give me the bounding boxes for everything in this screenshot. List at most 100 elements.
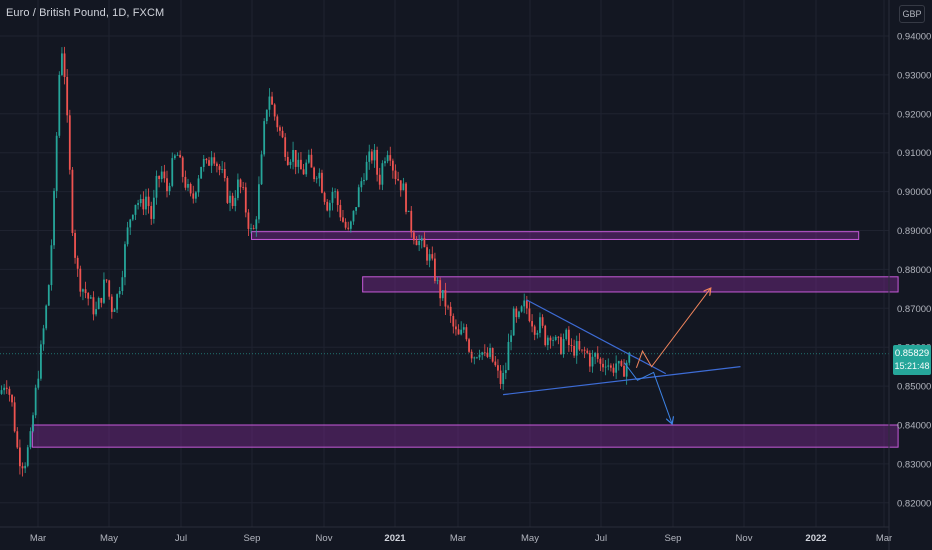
candle-body: [131, 214, 134, 220]
candle-body: [221, 169, 224, 170]
candle-body: [468, 339, 470, 352]
time-tick-label: 2021: [384, 533, 406, 544]
candle-body: [560, 337, 562, 355]
candle-body: [497, 365, 499, 371]
candle-body: [42, 328, 45, 345]
candle-body: [586, 350, 589, 353]
candle-body: [192, 193, 195, 199]
candle-body: [507, 341, 510, 371]
grid: [0, 0, 889, 527]
candle-body: [502, 372, 505, 384]
candle-body: [478, 354, 481, 358]
candle-body: [194, 192, 197, 199]
candle-body: [279, 127, 281, 131]
candle-body: [591, 356, 594, 367]
candle-body: [289, 161, 292, 165]
candle-body: [142, 198, 145, 210]
price-tick-label: 0.93000: [897, 70, 931, 81]
candle-body: [40, 344, 42, 379]
candle-body: [302, 169, 305, 175]
candle-body: [58, 74, 61, 136]
trendline[interactable]: [526, 299, 667, 375]
candle-body: [21, 466, 24, 469]
price-tick-label: 0.85000: [897, 382, 931, 393]
candle-body: [491, 348, 494, 362]
candle-body: [129, 219, 132, 228]
candle-body: [215, 163, 218, 167]
candle-body: [596, 353, 599, 359]
candle-body: [55, 135, 58, 191]
candle-body: [24, 465, 27, 469]
projection-arrow-up[interactable]: [635, 289, 710, 368]
time-tick-label: Sep: [244, 533, 261, 544]
candle-body: [95, 309, 97, 315]
candle-body: [152, 197, 155, 219]
last-price-value: 0.85829: [894, 348, 930, 359]
candle-body: [61, 53, 63, 75]
candle-body: [483, 352, 486, 354]
candle-body: [486, 352, 489, 357]
price-tick-label: 0.82000: [897, 498, 931, 509]
candle-body: [373, 149, 376, 161]
projection-arrow-down[interactable]: [623, 362, 671, 423]
candle-body: [258, 184, 260, 220]
candle-body: [3, 387, 6, 391]
candle-body: [518, 311, 520, 318]
candle-body: [34, 387, 37, 416]
candle-body: [163, 171, 166, 179]
candle-body: [79, 268, 82, 292]
candle-body: [452, 315, 455, 327]
candle-body: [231, 195, 234, 207]
time-axis[interactable]: Mar May Jul Sep Nov 2021 Mar May Jul Sep Nov 2022 Ma…: [0, 526, 892, 544]
candle-body: [210, 157, 213, 166]
candle-body: [465, 327, 468, 340]
time-tick-label: May: [521, 533, 539, 544]
candle-body: [376, 149, 379, 175]
candlesticks: [0, 46, 631, 477]
candle-body: [541, 317, 544, 326]
candle-body: [11, 394, 13, 403]
time-tick-label: Mar: [876, 533, 892, 544]
candle-body: [97, 298, 100, 310]
candle-body: [286, 156, 289, 165]
currency-badge[interactable]: GBP: [899, 5, 925, 23]
candle-body: [476, 357, 478, 359]
candle-body: [307, 154, 310, 163]
price-zone: [362, 276, 899, 293]
candle-body: [323, 192, 326, 202]
candle-body: [357, 187, 360, 208]
candle-body: [268, 96, 271, 110]
candle-body: [504, 370, 507, 373]
candle-body: [13, 402, 16, 432]
time-tick-label: Nov: [736, 533, 753, 544]
price-axis[interactable]: 0.820000.830000.840000.850000.860000.870…: [888, 0, 931, 550]
candle-body: [617, 361, 620, 364]
candle-body: [239, 179, 242, 188]
candle-body: [457, 329, 460, 335]
candle-body: [168, 185, 171, 192]
price-zone: [31, 424, 899, 448]
candle-body: [575, 341, 578, 356]
price-tick-label: 0.87000: [897, 304, 931, 315]
candle-body: [208, 160, 210, 166]
price-tick-label: 0.89000: [897, 226, 931, 237]
candle-body: [481, 352, 484, 355]
candle-body: [428, 254, 431, 261]
candle-body: [213, 157, 216, 164]
candle-body: [226, 177, 229, 203]
candle-body: [426, 247, 428, 261]
candle-body: [37, 378, 40, 388]
candle-body: [363, 179, 365, 182]
candle-body: [171, 158, 174, 186]
candle-body: [531, 321, 533, 327]
candle-body: [384, 161, 386, 164]
candle-body: [176, 154, 179, 156]
candle-body: [423, 238, 426, 248]
trendline[interactable]: [503, 366, 741, 396]
time-tick-label: Mar: [450, 533, 466, 544]
candle-body: [449, 306, 452, 316]
candle-body: [297, 159, 300, 167]
candle-body: [321, 172, 323, 193]
candle-body: [147, 196, 150, 207]
